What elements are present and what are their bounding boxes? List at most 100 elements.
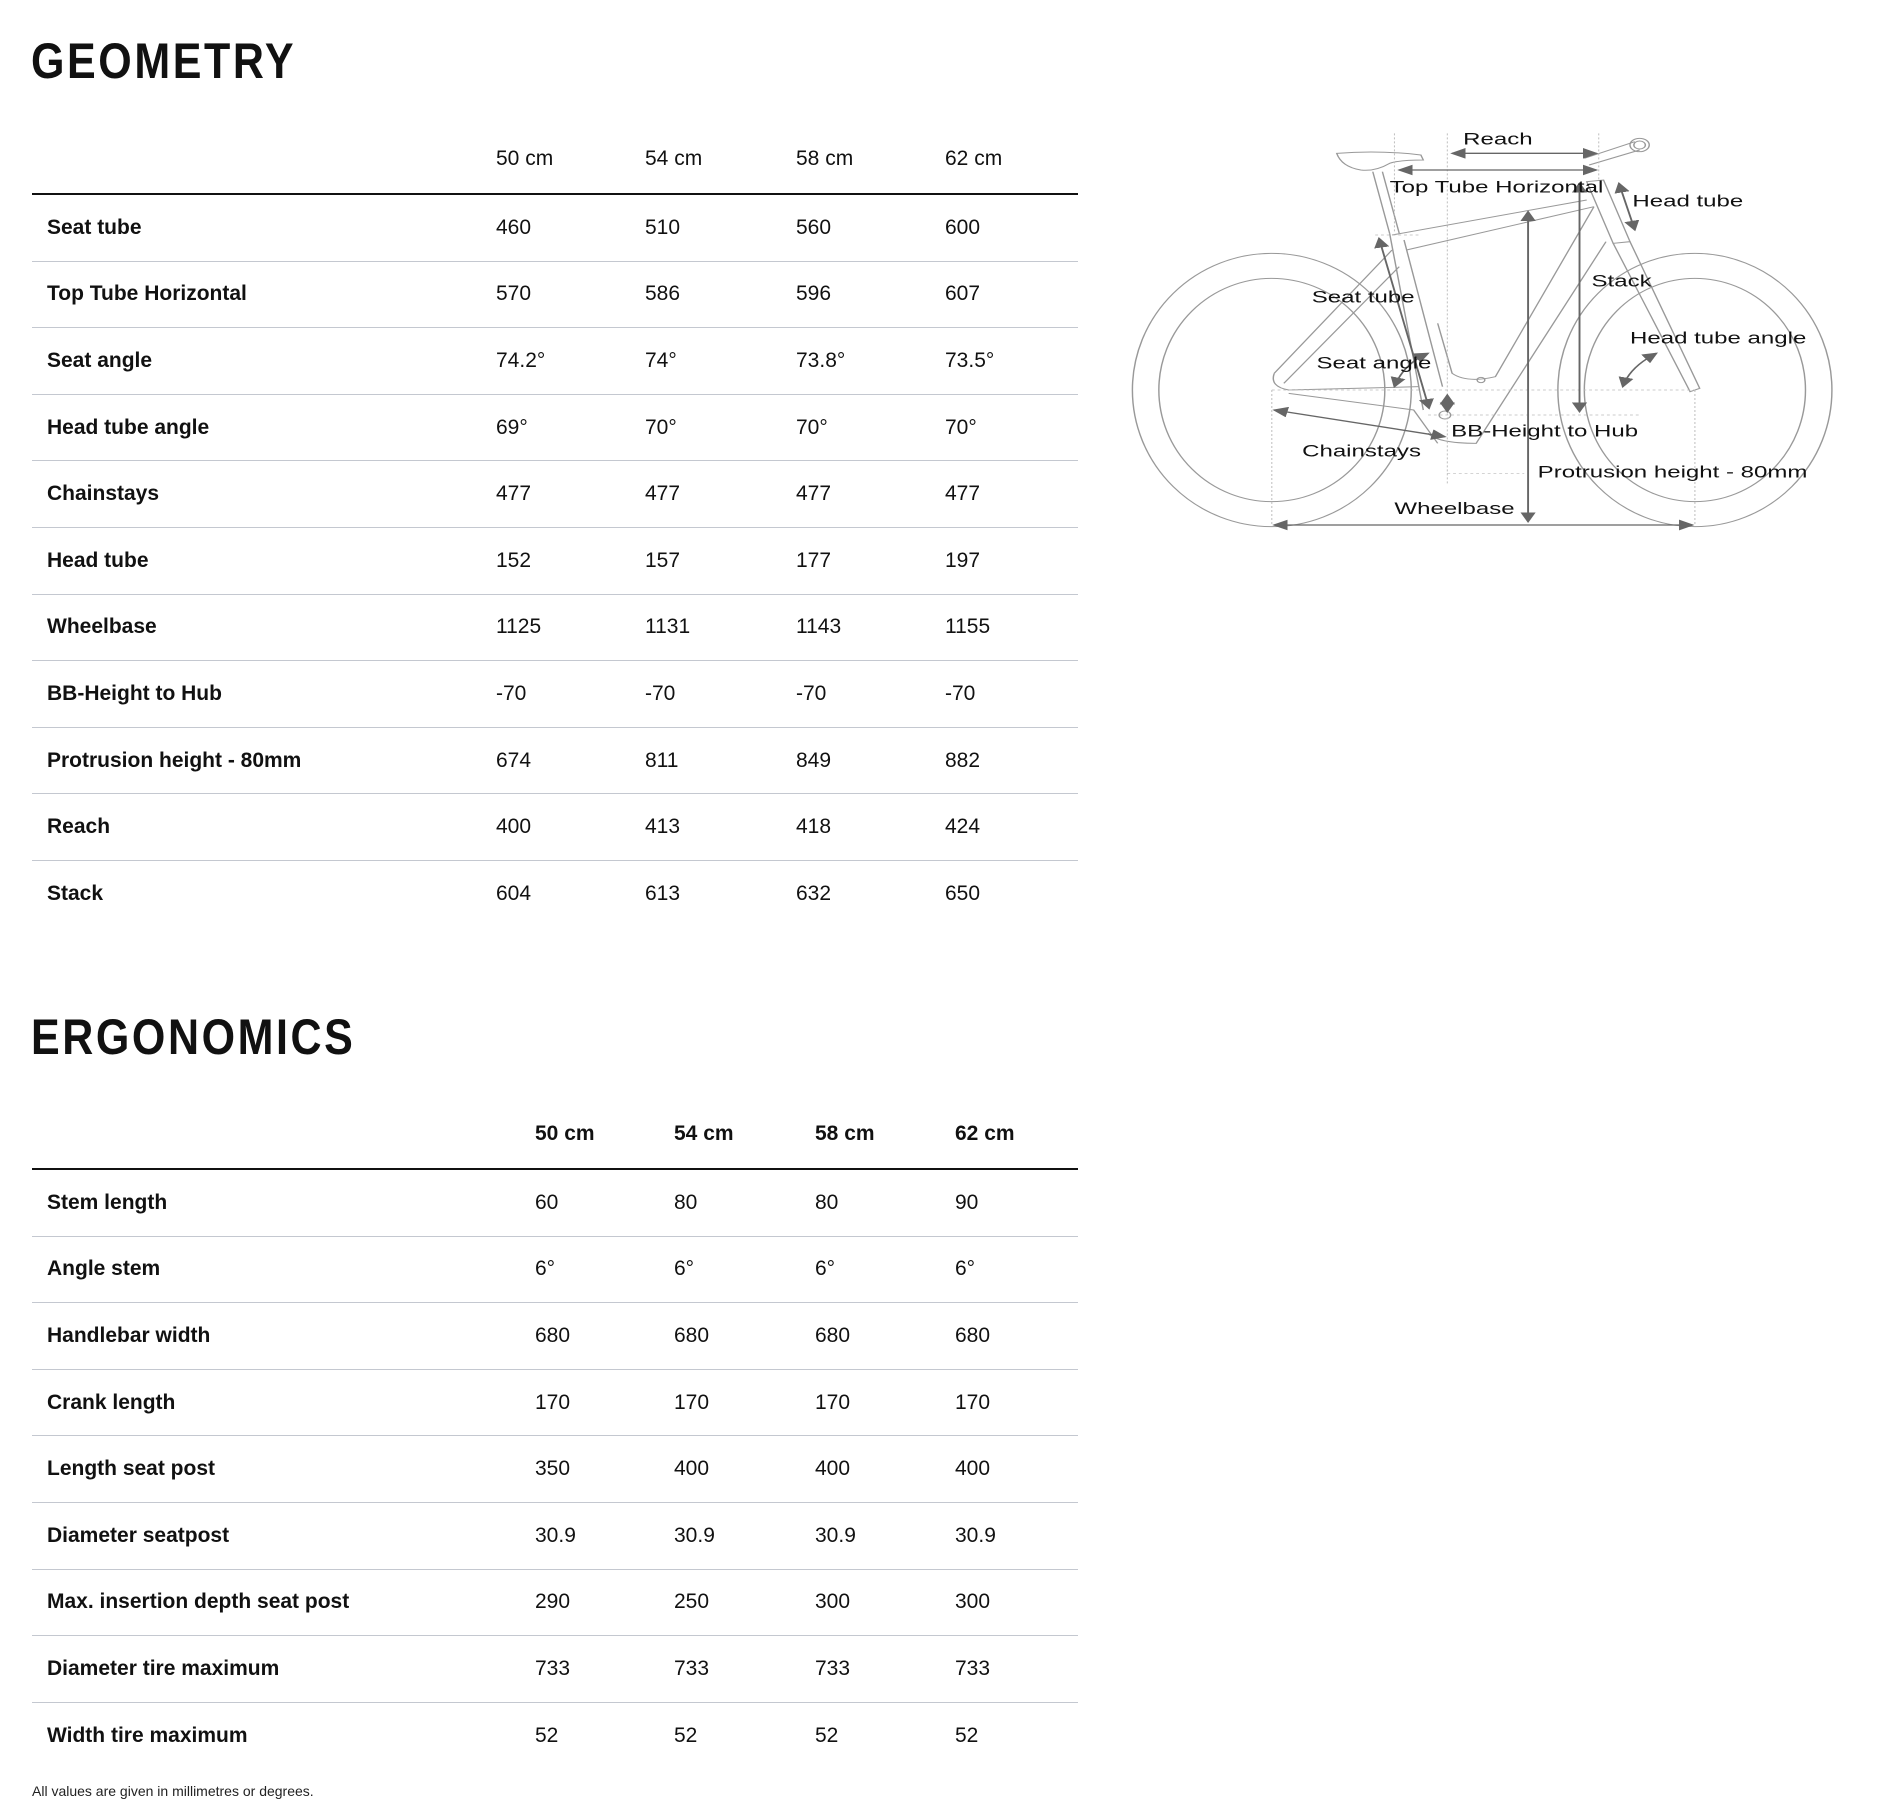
cell-value: 733 [674,1656,710,1680]
cell-value: 300 [815,1590,851,1614]
table-row: Top Tube Horizontal 570 586 596 607 [32,261,1078,328]
cell-value: 600 [945,215,981,239]
cell-value: 882 [945,748,981,772]
label-stack: Stack [1592,272,1653,291]
cell-value: 170 [674,1390,710,1414]
cell-value: -70 [796,681,827,705]
cell-value: 170 [535,1390,571,1414]
table-row: Diameter tire maximum 733 733 733 733 [32,1636,1078,1703]
ergonomics-title: ERGONOMICS [31,1009,356,1065]
cell-value: 733 [535,1656,571,1680]
dimension-arrows [1272,147,1695,531]
cell-value: 733 [815,1656,851,1680]
table-row: Stem length 60 80 80 90 [32,1169,1078,1237]
row-label: Handlebar width [47,1323,211,1347]
table-row: Reach 400 413 418 424 [32,794,1078,861]
size-header: 50 cm [496,125,645,195]
cell-value: 560 [796,215,832,239]
cell-value: 69° [496,415,528,439]
label-head-tube: Head tube [1632,192,1743,211]
bike-geometry-diagram: Reach Top Tube Horizontal Head tube Stac… [1131,130,1833,531]
row-label: Chainstays [47,482,160,506]
cell-value: 6° [955,1257,976,1281]
cell-value: 613 [645,881,681,905]
cell-value: 413 [645,815,681,839]
label-chainstays: Chainstays [1302,442,1421,461]
cell-value: 674 [496,748,532,772]
row-label: Head tube angle [47,415,210,439]
cell-value: 477 [796,482,832,506]
table-row: Seat angle 74.2° 74° 73.8° 73.5° [32,328,1078,395]
row-label: Width tire maximum [47,1723,248,1747]
cell-value: 460 [496,215,532,239]
geometry-title: GEOMETRY [31,33,297,89]
row-label: Angle stem [47,1257,161,1281]
table-row: Seat tube 460 510 560 600 [32,194,1078,262]
table-row: Head tube 152 157 177 197 [32,527,1078,595]
cell-value: -70 [496,681,527,705]
cell-value: 70° [645,415,677,439]
cell-value: 632 [796,881,832,905]
cell-value: 60 [535,1190,559,1214]
table-row: Diameter seatpost 30.9 30.9 30.9 30.9 [32,1502,1078,1570]
table-row: Crank length 170 170 170 170 [32,1369,1078,1436]
cell-value: 6° [535,1257,556,1281]
cell-value: 90 [955,1190,979,1214]
label-reach: Reach [1463,130,1532,149]
ergonomics-header-row: 50 cm 54 cm 58 cm 62 cm [32,1100,1078,1170]
cell-value: 350 [535,1457,571,1481]
label-bb-height: BB-Height to Hub [1451,422,1638,441]
cell-value: 424 [945,815,981,839]
label-protrusion: Protrusion height - 80mm [1538,463,1808,482]
cell-value: 52 [535,1723,559,1747]
size-header: 54 cm [645,125,796,195]
cell-value: 400 [955,1457,991,1481]
table-row: Width tire maximum 52 52 52 52 [32,1702,1078,1768]
cell-value: 250 [674,1590,710,1614]
cell-value: 170 [955,1390,991,1414]
cell-value: 6° [674,1257,695,1281]
bike-outline [1131,137,1833,528]
cell-value: 477 [496,482,532,506]
cell-value: 152 [496,548,532,572]
label-wheelbase: Wheelbase [1394,499,1514,518]
row-label: BB-Height to Hub [47,681,222,705]
cell-value: 400 [496,815,532,839]
cell-value: 52 [815,1723,839,1747]
cell-value: 6° [815,1257,836,1281]
cell-value: 170 [815,1390,851,1414]
table-row: Stack 604 613 632 650 [32,860,1078,926]
table-row: Head tube angle 69° 70° 70° 70° [32,394,1078,461]
cell-value: 30.9 [955,1523,996,1547]
row-label: Seat angle [47,348,153,372]
cell-value: 157 [645,548,681,572]
cell-value: 73.5° [945,348,995,372]
cell-value: 680 [674,1323,710,1347]
ergonomics-table: 50 cm 54 cm 58 cm 62 cm Stem length 60 80 8… [32,1100,1078,1768]
size-header: 62 cm [945,125,1078,195]
size-header: 54 cm [674,1100,815,1170]
cell-value: 680 [955,1323,991,1347]
row-label: Max. insertion depth seat post [47,1590,350,1614]
cell-value: 400 [815,1457,851,1481]
cell-value: 510 [645,215,681,239]
cell-value: 733 [955,1656,991,1680]
geometry-table: 50 cm 54 cm 58 cm 62 cm Seat tube 460 510 5… [32,125,1078,927]
size-header: 58 cm [796,125,945,195]
cell-value: 680 [535,1323,571,1347]
row-label: Diameter tire maximum [47,1656,280,1680]
size-header: 58 cm [815,1100,955,1170]
cell-value: 80 [815,1190,839,1214]
table-row: Protrusion height - 80mm 674 811 849 882 [32,727,1078,794]
cell-value: 477 [945,482,981,506]
row-label: Stack [47,881,104,905]
cell-value: 30.9 [535,1523,576,1547]
cell-value: 74° [645,348,677,372]
cell-value: 596 [796,282,832,306]
cell-value: 1125 [496,615,542,639]
cell-value: 604 [496,881,532,905]
table-row: Chainstays 477 477 477 477 [32,461,1078,528]
cell-value: 30.9 [674,1523,715,1547]
label-top-tube: Top Tube Horizontal [1390,178,1604,197]
cell-value: 400 [674,1457,710,1481]
